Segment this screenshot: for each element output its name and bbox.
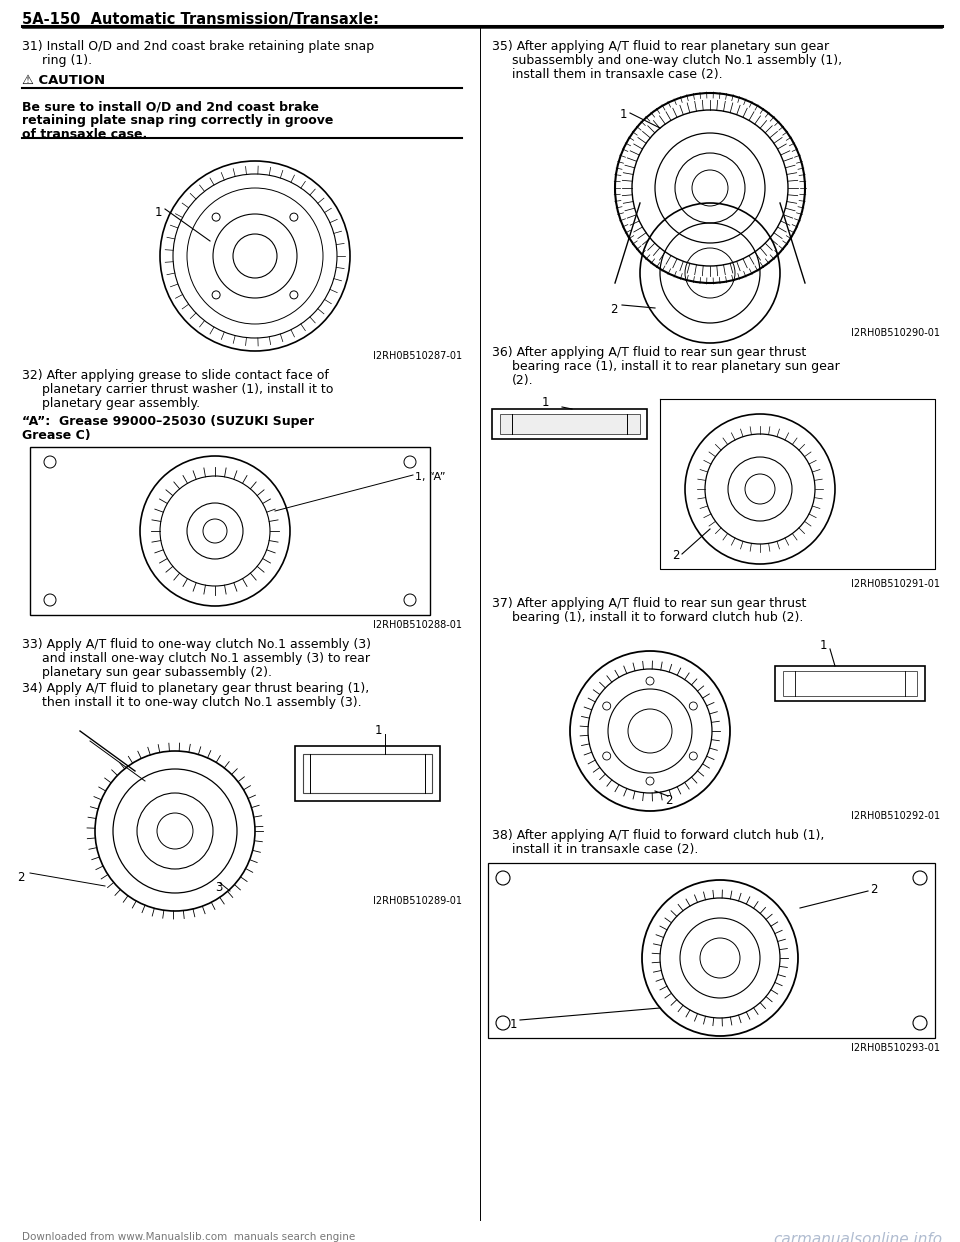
Text: 3: 3 (215, 881, 223, 894)
Text: I2RH0B510289-01: I2RH0B510289-01 (373, 895, 462, 905)
Text: 37) After applying A/T fluid to rear sun gear thrust: 37) After applying A/T fluid to rear sun… (492, 597, 806, 610)
Text: then install it to one-way clutch No.1 assembly (3).: then install it to one-way clutch No.1 a… (42, 696, 362, 709)
Text: 32) After applying grease to slide contact face of: 32) After applying grease to slide conta… (22, 369, 329, 383)
Bar (30, 447, 430, 615)
Text: 1, “A”: 1, “A” (415, 472, 445, 482)
Text: 2: 2 (870, 883, 877, 895)
Text: 38) After applying A/T fluid to forward clutch hub (1),: 38) After applying A/T fluid to forward … (492, 828, 825, 842)
Text: I2RH0B510290-01: I2RH0B510290-01 (851, 328, 940, 338)
Text: 1: 1 (542, 396, 549, 409)
Text: I2RH0B510292-01: I2RH0B510292-01 (851, 811, 940, 821)
Bar (492, 409, 647, 438)
Text: I2RH0B510287-01: I2RH0B510287-01 (372, 351, 462, 361)
Text: 35) After applying A/T fluid to rear planetary sun gear: 35) After applying A/T fluid to rear pla… (492, 40, 829, 53)
Text: 1: 1 (155, 206, 162, 219)
Bar (500, 414, 640, 433)
Bar (783, 671, 917, 696)
Text: bearing race (1), install it to rear planetary sun gear: bearing race (1), install it to rear pla… (512, 360, 840, 373)
Text: subassembly and one-way clutch No.1 assembly (1),: subassembly and one-way clutch No.1 asse… (512, 53, 842, 67)
Text: and install one-way clutch No.1 assembly (3) to rear: and install one-way clutch No.1 assembly… (42, 652, 370, 664)
Text: 34) Apply A/T fluid to planetary gear thrust bearing (1),: 34) Apply A/T fluid to planetary gear th… (22, 682, 370, 696)
Bar (775, 666, 925, 700)
Text: I2RH0B510288-01: I2RH0B510288-01 (373, 620, 462, 630)
Text: I2RH0B510293-01: I2RH0B510293-01 (851, 1043, 940, 1053)
Text: ring (1).: ring (1). (42, 53, 92, 67)
Text: Grease C): Grease C) (22, 428, 90, 442)
Text: 2: 2 (665, 794, 673, 807)
Text: Be sure to install O/D and 2nd coast brake: Be sure to install O/D and 2nd coast bra… (22, 101, 319, 113)
Text: planetary sun gear subassembly (2).: planetary sun gear subassembly (2). (42, 666, 272, 679)
Text: 2: 2 (672, 549, 680, 561)
Bar (295, 746, 440, 801)
Text: ⚠ CAUTION: ⚠ CAUTION (22, 75, 106, 87)
Text: 31) Install O/D and 2nd coast brake retaining plate snap: 31) Install O/D and 2nd coast brake reta… (22, 40, 374, 53)
Text: planetary carrier thrust washer (1), install it to: planetary carrier thrust washer (1), ins… (42, 383, 333, 396)
Text: 1: 1 (820, 638, 828, 652)
Text: 33) Apply A/T fluid to one-way clutch No.1 assembly (3): 33) Apply A/T fluid to one-way clutch No… (22, 638, 371, 651)
Bar (488, 863, 935, 1038)
Text: 36) After applying A/T fluid to rear sun gear thrust: 36) After applying A/T fluid to rear sun… (492, 347, 806, 359)
Text: of transaxle case.: of transaxle case. (22, 128, 147, 142)
Text: retaining plate snap ring correctly in groove: retaining plate snap ring correctly in g… (22, 114, 333, 127)
Text: (2).: (2). (512, 374, 534, 388)
Text: install them in transaxle case (2).: install them in transaxle case (2). (512, 68, 723, 81)
Text: 2: 2 (610, 303, 617, 315)
Bar (303, 754, 432, 792)
Text: I2RH0B510291-01: I2RH0B510291-01 (851, 579, 940, 589)
Text: “A”:  Grease 99000–25030 (SUZUKI Super: “A”: Grease 99000–25030 (SUZUKI Super (22, 415, 314, 428)
Text: 1: 1 (620, 108, 628, 120)
Text: Downloaded from www.Manualslib.com  manuals search engine: Downloaded from www.Manualslib.com manua… (22, 1232, 355, 1242)
Text: install it in transaxle case (2).: install it in transaxle case (2). (512, 843, 698, 856)
Text: 1: 1 (375, 724, 382, 737)
Text: planetary gear assembly.: planetary gear assembly. (42, 397, 200, 410)
Text: carmanualsonline.info: carmanualsonline.info (773, 1232, 942, 1242)
Text: bearing (1), install it to forward clutch hub (2).: bearing (1), install it to forward clutc… (512, 611, 804, 623)
Text: 2: 2 (17, 871, 25, 884)
Text: 1: 1 (510, 1018, 517, 1031)
Text: 5A-150  Automatic Transmission/Transaxle:: 5A-150 Automatic Transmission/Transaxle: (22, 12, 379, 27)
